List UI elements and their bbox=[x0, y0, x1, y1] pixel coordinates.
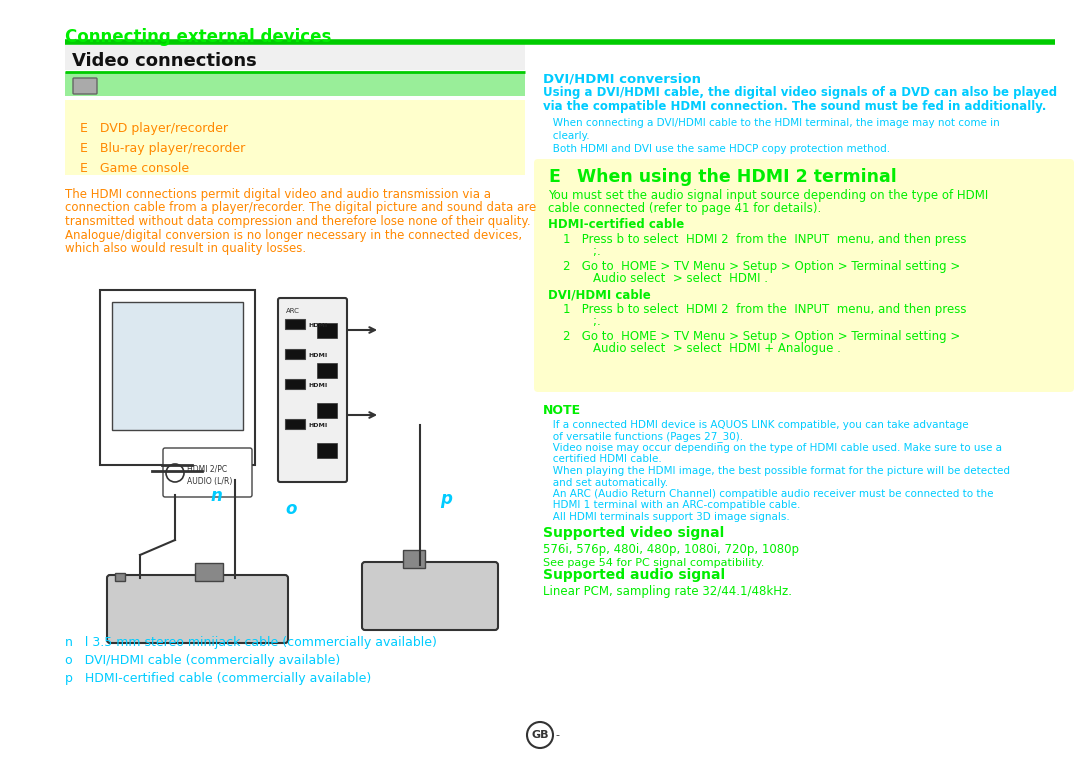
Text: Video noise may occur depending on the type of HDMI cable used. Make sure to use: Video noise may occur depending on the t… bbox=[543, 443, 1002, 453]
Text: Audio select  > select  HDMI .: Audio select > select HDMI . bbox=[578, 272, 768, 285]
FancyBboxPatch shape bbox=[285, 419, 305, 429]
Text: which also would result in quality losses.: which also would result in quality losse… bbox=[65, 242, 306, 255]
FancyBboxPatch shape bbox=[318, 323, 337, 338]
FancyBboxPatch shape bbox=[73, 78, 97, 94]
Text: HDMI: HDMI bbox=[308, 323, 327, 328]
Text: 2   Go to  HOME > TV Menu > Setup > Option > Terminal setting >: 2 Go to HOME > TV Menu > Setup > Option … bbox=[563, 260, 960, 273]
Text: HDMI: HDMI bbox=[308, 383, 327, 388]
Text: n   l 3.5 mm stereo minijack cable (commercially available): n l 3.5 mm stereo minijack cable (commer… bbox=[65, 636, 437, 649]
Text: GB: GB bbox=[531, 730, 549, 740]
Text: via the compatible HDMI connection. The sound must be fed in additionally.: via the compatible HDMI connection. The … bbox=[543, 100, 1047, 113]
Text: -: - bbox=[555, 730, 559, 740]
Text: DVI/HDMI cable: DVI/HDMI cable bbox=[548, 288, 651, 301]
FancyBboxPatch shape bbox=[403, 550, 426, 568]
Text: E   Game console: E Game console bbox=[80, 162, 189, 175]
Text: and set automatically.: and set automatically. bbox=[543, 478, 669, 488]
Text: clearly.: clearly. bbox=[543, 131, 590, 141]
FancyBboxPatch shape bbox=[163, 448, 252, 497]
Text: cable connected (refer to page 41 for details).: cable connected (refer to page 41 for de… bbox=[548, 202, 821, 215]
FancyBboxPatch shape bbox=[318, 443, 337, 458]
Text: E: E bbox=[548, 168, 559, 186]
Text: HDMI 2/PC
AUDIO (L/R): HDMI 2/PC AUDIO (L/R) bbox=[187, 465, 232, 486]
Text: o   DVI/HDMI cable (commercially available): o DVI/HDMI cable (commercially available… bbox=[65, 654, 340, 667]
Text: All HDMI terminals support 3D image signals.: All HDMI terminals support 3D image sign… bbox=[543, 512, 789, 522]
FancyBboxPatch shape bbox=[278, 298, 347, 482]
Text: Linear PCM, sampling rate 32/44.1/48kHz.: Linear PCM, sampling rate 32/44.1/48kHz. bbox=[543, 585, 792, 598]
Text: of versatile functions (Pages 27_30).: of versatile functions (Pages 27_30). bbox=[543, 432, 743, 443]
Text: Using a DVI/HDMI cable, the digital video signals of a DVD can also be played: Using a DVI/HDMI cable, the digital vide… bbox=[543, 86, 1057, 99]
Text: When playing the HDMI image, the best possible format for the picture will be de: When playing the HDMI image, the best po… bbox=[543, 466, 1010, 476]
Text: ARC: ARC bbox=[286, 308, 300, 314]
Text: An ARC (Audio Return Channel) compatible audio receiver must be connected to the: An ARC (Audio Return Channel) compatible… bbox=[543, 489, 994, 499]
Text: HDMI: HDMI bbox=[308, 423, 327, 428]
Text: o: o bbox=[285, 500, 296, 518]
Text: p: p bbox=[440, 490, 451, 508]
FancyBboxPatch shape bbox=[195, 563, 222, 581]
FancyBboxPatch shape bbox=[534, 159, 1074, 392]
Text: Both HDMI and DVI use the same HDCP copy protection method.: Both HDMI and DVI use the same HDCP copy… bbox=[543, 144, 890, 154]
Text: You must set the audio signal input source depending on the type of HDMI: You must set the audio signal input sour… bbox=[548, 189, 988, 202]
Text: Audio select  > select  HDMI + Analogue .: Audio select > select HDMI + Analogue . bbox=[578, 342, 841, 355]
Text: NOTE: NOTE bbox=[543, 404, 581, 417]
Text: Connecting external devices: Connecting external devices bbox=[65, 28, 332, 46]
Text: ;.: ;. bbox=[578, 245, 600, 258]
Text: Supported video signal: Supported video signal bbox=[543, 526, 725, 540]
Polygon shape bbox=[112, 302, 243, 430]
Text: n: n bbox=[210, 487, 221, 505]
Text: 1   Press b to select  HDMI 2  from the  INPUT  menu, and then press: 1 Press b to select HDMI 2 from the INPU… bbox=[563, 233, 967, 246]
FancyBboxPatch shape bbox=[318, 403, 337, 418]
Text: Analogue/digital conversion is no longer necessary in the connected devices,: Analogue/digital conversion is no longer… bbox=[65, 228, 522, 242]
Text: When using the HDMI 2 terminal: When using the HDMI 2 terminal bbox=[565, 168, 896, 186]
Text: Supported audio signal: Supported audio signal bbox=[543, 568, 725, 582]
Text: If a connected HDMI device is AQUOS LINK compatible, you can take advantage: If a connected HDMI device is AQUOS LINK… bbox=[543, 420, 969, 430]
Text: transmitted without data compression and therefore lose none of their quality.: transmitted without data compression and… bbox=[65, 215, 530, 228]
Text: 1   Press b to select  HDMI 2  from the  INPUT  menu, and then press: 1 Press b to select HDMI 2 from the INPU… bbox=[563, 303, 967, 316]
Text: DVI/HDMI conversion: DVI/HDMI conversion bbox=[543, 72, 701, 85]
FancyBboxPatch shape bbox=[285, 379, 305, 389]
FancyBboxPatch shape bbox=[114, 573, 125, 581]
FancyBboxPatch shape bbox=[362, 562, 498, 630]
Text: certified HDMI cable.: certified HDMI cable. bbox=[543, 455, 662, 465]
Text: 576i, 576p, 480i, 480p, 1080i, 720p, 1080p: 576i, 576p, 480i, 480p, 1080i, 720p, 108… bbox=[543, 543, 799, 556]
Text: HDMI 1 terminal with an ARC-compatible cable.: HDMI 1 terminal with an ARC-compatible c… bbox=[543, 501, 800, 510]
Text: HDMI: HDMI bbox=[308, 353, 327, 358]
Text: p   HDMI-certified cable (commercially available): p HDMI-certified cable (commercially ava… bbox=[65, 672, 372, 685]
Text: connection cable from a player/recorder. The digital picture and sound data are: connection cable from a player/recorder.… bbox=[65, 201, 537, 214]
Text: The HDMI connections permit digital video and audio transmission via a: The HDMI connections permit digital vide… bbox=[65, 188, 491, 201]
Text: E   Blu-ray player/recorder: E Blu-ray player/recorder bbox=[80, 142, 245, 155]
Text: HDMI-certified cable: HDMI-certified cable bbox=[548, 218, 685, 231]
FancyBboxPatch shape bbox=[318, 363, 337, 378]
Text: E   DVD player/recorder: E DVD player/recorder bbox=[80, 122, 228, 135]
Text: See page 54 for PC signal compatibility.: See page 54 for PC signal compatibility. bbox=[543, 558, 765, 568]
FancyBboxPatch shape bbox=[107, 575, 288, 643]
Text: Video connections: Video connections bbox=[72, 52, 257, 70]
Text: 2   Go to  HOME > TV Menu > Setup > Option > Terminal setting >: 2 Go to HOME > TV Menu > Setup > Option … bbox=[563, 330, 960, 343]
Text: ;.: ;. bbox=[578, 315, 600, 328]
FancyBboxPatch shape bbox=[285, 349, 305, 359]
FancyBboxPatch shape bbox=[65, 72, 525, 96]
FancyBboxPatch shape bbox=[65, 100, 525, 175]
FancyBboxPatch shape bbox=[65, 44, 525, 70]
Text: When connecting a DVI/HDMI cable to the HDMI terminal, the image may not come in: When connecting a DVI/HDMI cable to the … bbox=[543, 118, 1000, 128]
FancyBboxPatch shape bbox=[285, 319, 305, 329]
